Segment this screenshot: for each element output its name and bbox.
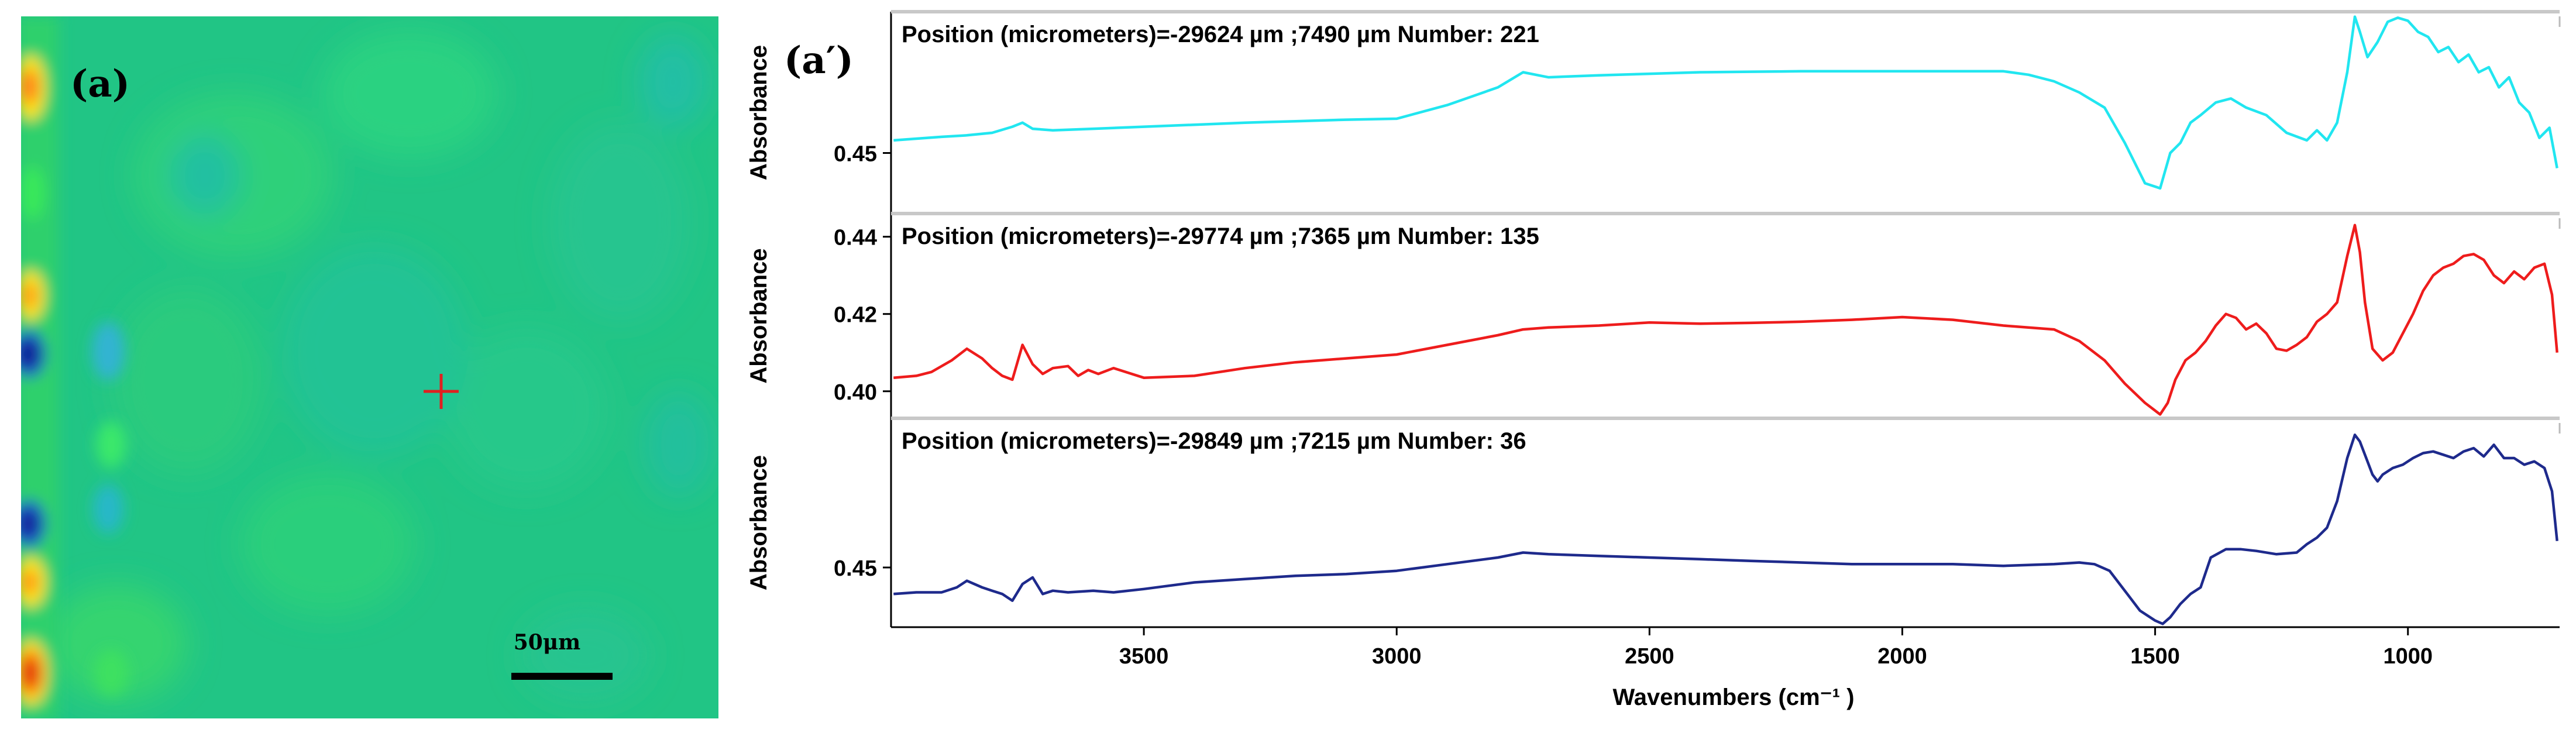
panel-label-a-prime: (a′) [784, 39, 854, 82]
spectrum-line [893, 434, 2558, 625]
y-tick-label: 0.42 [834, 303, 877, 328]
spectrum-title: Position (micrometers)=-29624 µm ;7490 µ… [902, 22, 1539, 47]
y-tick-label: 0.40 [834, 380, 877, 405]
spectrum-title: Position (micrometers)=-29849 µm ;7215 µ… [902, 428, 1526, 454]
y-tick-label: 0.44 [834, 226, 877, 250]
y-tick-label: 0.45 [834, 556, 877, 581]
y-tick-label: 0.45 [834, 142, 877, 167]
x-axis: 3500 3000 2500 2000 1500 1000 [891, 626, 2560, 669]
x-tick-label: 2500 [1625, 644, 1674, 669]
y-axis-label: Absorbance [746, 455, 772, 590]
y-axis-label: Absorbance [746, 248, 772, 383]
spectrum-line [893, 15, 2558, 190]
x-tick-label: 2000 [1877, 644, 1927, 669]
panel-label-a: (a) [70, 62, 130, 106]
map-texture [21, 16, 714, 718]
position-marker [424, 374, 459, 409]
x-tick-label: 3500 [1119, 644, 1169, 669]
spectrum-subplot-2: 0.40 0.42 0.44 Absorbance Position (micromet… [746, 212, 2561, 418]
x-axis-label: Wavenumbers (cm⁻¹ ) [1612, 684, 1854, 710]
spectrum-title: Position (micrometers)=-29774 µm ;7365 µ… [902, 223, 1539, 249]
x-tick-label: 1500 [2130, 644, 2180, 669]
x-tick-label: 1000 [2383, 644, 2433, 669]
spectrum-subplot-1: 0.45 Absorbance Position (micrometers)=-29… [746, 10, 2561, 214]
scale-bar [511, 673, 613, 680]
spectrum-subplot-3: 0.45 Absorbance Position (micrometers)=-29… [746, 417, 2561, 627]
x-tick-label: 3000 [1372, 644, 1422, 669]
scale-bar-label: 50μm [514, 630, 581, 655]
spectra-plots: 0.45 Absorbance Position (micrometers)=-29… [746, 10, 2561, 669]
spectra-panel: (a′) 0.45 Absorbance Position (micrometers… [746, 10, 2561, 710]
y-axis-label: Absorbance [746, 45, 772, 180]
spectrum-line [893, 223, 2558, 416]
chemical-map: (a) 50μm [21, 16, 718, 718]
